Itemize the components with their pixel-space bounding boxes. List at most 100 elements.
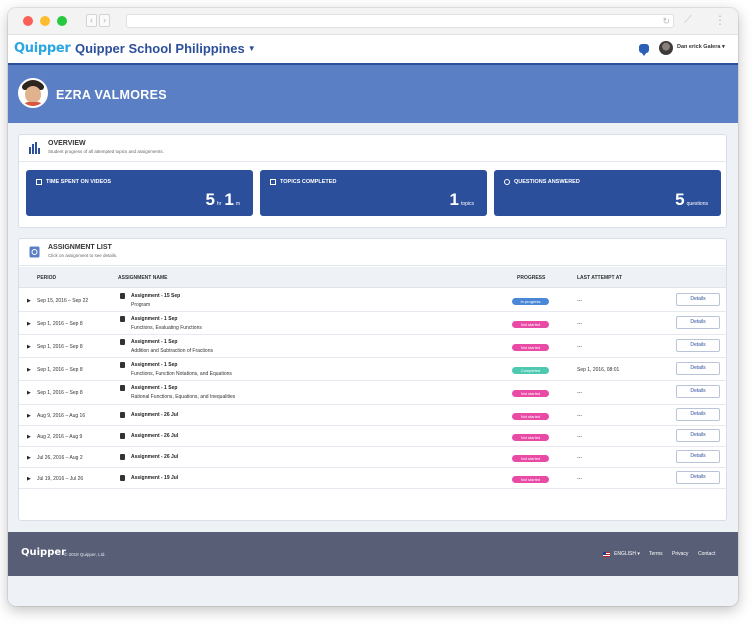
extension-icon[interactable]: ⟋ — [684, 14, 692, 26]
details-button[interactable]: Details — [676, 293, 720, 306]
stat-unit: hr — [216, 201, 222, 207]
question-icon — [504, 179, 510, 185]
assignment-name[interactable]: Assignment - 1 Sep — [131, 339, 178, 345]
assignment-list-title: ASSIGNMENT LIST — [48, 244, 112, 251]
minimize-window-button[interactable] — [40, 16, 50, 26]
stat-label: TOPICS COMPLETED — [280, 179, 337, 185]
user-menu[interactable]: Dan erick Galera ▾ — [677, 44, 725, 50]
contact-link[interactable]: Contact — [698, 551, 716, 557]
row-period: Sep 1, 2016 – Sep 8 — [37, 390, 83, 396]
footer-logo[interactable]: Quipper — [21, 547, 67, 558]
last-attempt: Sep 1, 2016, 08:01 — [577, 367, 620, 373]
browser-menu-icon[interactable]: ⋮ — [714, 13, 726, 27]
privacy-link[interactable]: Privacy — [672, 551, 689, 557]
stat-label: QUESTIONS ANSWERED — [514, 179, 580, 185]
table-row[interactable]: ▶ Sep 1, 2016 – Sep 8 Assignment - 1 Sep Fu… — [19, 358, 726, 381]
chat-icon[interactable] — [639, 44, 649, 56]
assignment-name[interactable]: Assignment - 26 Jul — [131, 412, 179, 418]
row-period: Jul 19, 2016 – Jul 26 — [37, 476, 84, 482]
table-row[interactable]: ▶ Sep 1, 2016 – Sep 8 Assignment - 1 Sep Ad… — [19, 335, 726, 358]
status-badge: Not started — [512, 455, 549, 462]
assignment-name[interactable]: Assignment - 26 Jul — [131, 433, 179, 439]
table-row[interactable]: ▶ Sep 1, 2016 – Sep 8 Assignment - 1 Sep Fu… — [19, 312, 726, 335]
document-icon — [120, 385, 125, 391]
table-row[interactable]: ▶ Aug 9, 2016 – Aug 16 Assignment - 26 Jul… — [19, 405, 726, 426]
details-button[interactable]: Details — [676, 385, 720, 398]
forward-button[interactable]: › — [99, 14, 110, 27]
school-selector[interactable]: Quipper School Philippines ▼ — [75, 41, 256, 56]
document-icon — [120, 362, 125, 368]
student-name: EZRA VALMORES — [56, 88, 167, 102]
expand-arrow-icon[interactable]: ▶ — [27, 344, 31, 350]
app-header: Quipper Quipper School Philippines ▼ Dan … — [8, 35, 738, 65]
reload-icon[interactable]: ↻ — [662, 16, 670, 26]
uk-flag-icon — [603, 552, 610, 557]
table-row[interactable]: ▶ Jul 26, 2016 – Aug 2 Assignment - 26 Jul… — [19, 447, 726, 468]
table-row[interactable]: ▶ Sep 1, 2016 – Sep 8 Assignment - 1 Sep Ra… — [19, 381, 726, 405]
chevron-down-icon: ▼ — [247, 44, 256, 53]
back-button[interactable]: ‹ — [86, 14, 97, 27]
expand-arrow-icon[interactable]: ▶ — [27, 298, 31, 304]
overview-header: OVERVIEW Student progress of all attempt… — [19, 135, 726, 162]
column-assignment-name[interactable]: ASSIGNMENT NAME — [118, 275, 168, 281]
details-button[interactable]: Details — [676, 362, 720, 375]
document-icon — [120, 293, 125, 299]
expand-arrow-icon[interactable]: ▶ — [27, 367, 31, 373]
status-badge: Not started — [512, 413, 549, 420]
stat-number: 5 — [205, 190, 215, 209]
table-row[interactable]: ▶ Aug 2, 2016 – Aug 9 Assignment - 26 Jul N… — [19, 426, 726, 447]
details-button[interactable]: Details — [676, 339, 720, 352]
stat-card: TOPICS COMPLETED 1 topics — [260, 170, 487, 216]
details-button[interactable]: Details — [676, 471, 720, 484]
assignment-name[interactable]: Assignment - 15 Sep — [131, 293, 181, 299]
column-progress[interactable]: PROGRESS — [517, 275, 546, 281]
row-period: Sep 1, 2016 – Sep 8 — [37, 344, 83, 350]
details-button[interactable]: Details — [676, 316, 720, 329]
stat-value: 5 questions — [675, 190, 711, 210]
assignment-name[interactable]: Assignment - 1 Sep — [131, 385, 178, 391]
stat-value: 5 hr 1 m — [205, 190, 243, 210]
stat-card: QUESTIONS ANSWERED 5 questions — [494, 170, 721, 216]
row-period: Jul 26, 2016 – Aug 2 — [37, 455, 83, 461]
status-badge: Not started — [512, 344, 549, 351]
browser-window: ‹ › ↻ ⟋ ⋮ Quipper Quipper School Philipp… — [8, 8, 738, 606]
terms-link[interactable]: Terms — [649, 551, 663, 557]
details-button[interactable]: Details — [676, 408, 720, 421]
assignment-list-header: ASSIGNMENT LIST Click on assignment to s… — [19, 239, 726, 266]
expand-arrow-icon[interactable]: ▶ — [27, 413, 31, 419]
stat-number: 1 — [449, 190, 459, 209]
column-period[interactable]: PERIOD — [37, 275, 57, 281]
status-badge: Not started — [512, 476, 549, 483]
details-button[interactable]: Details — [676, 450, 720, 463]
expand-arrow-icon[interactable]: ▶ — [27, 476, 31, 482]
address-bar[interactable]: ↻ — [126, 14, 674, 28]
row-period: Sep 15, 2016 – Sep 22 — [37, 298, 89, 304]
assignment-name[interactable]: Assignment - 26 Jul — [131, 454, 179, 460]
stat-unit: topics — [460, 201, 474, 207]
assignment-name[interactable]: Assignment - 1 Sep — [131, 362, 178, 368]
last-attempt: --- — [577, 413, 582, 419]
expand-arrow-icon[interactable]: ▶ — [27, 434, 31, 440]
video-icon — [36, 179, 42, 185]
assignment-name[interactable]: Assignment - 19 Jul — [131, 475, 179, 481]
expand-arrow-icon[interactable]: ▶ — [27, 321, 31, 327]
user-avatar[interactable] — [659, 41, 673, 55]
close-window-button[interactable] — [23, 16, 33, 26]
table-row[interactable]: ▶ Jul 19, 2016 – Jul 26 Assignment - 19 Ju… — [19, 468, 726, 489]
details-button[interactable]: Details — [676, 429, 720, 442]
table-row[interactable]: ▶ Sep 15, 2016 – Sep 22 Assignment - 15 Se… — [19, 289, 726, 312]
document-icon — [120, 412, 125, 418]
expand-arrow-icon[interactable]: ▶ — [27, 455, 31, 461]
student-banner: EZRA VALMORES — [8, 65, 738, 123]
stat-number: 5 — [675, 190, 685, 209]
assignment-topic: Addition and Subtraction of Fractions — [131, 348, 213, 354]
maximize-window-button[interactable] — [57, 16, 67, 26]
expand-arrow-icon[interactable]: ▶ — [27, 390, 31, 396]
column-last-attempt[interactable]: LAST ATTEMPT AT — [577, 275, 622, 281]
assignment-name[interactable]: Assignment - 1 Sep — [131, 316, 178, 322]
last-attempt: --- — [577, 390, 582, 396]
quipper-logo[interactable]: Quipper — [14, 41, 71, 56]
document-icon — [120, 339, 125, 345]
language-selector[interactable]: ENGLISH ▾ — [614, 551, 640, 557]
student-avatar — [18, 78, 48, 108]
